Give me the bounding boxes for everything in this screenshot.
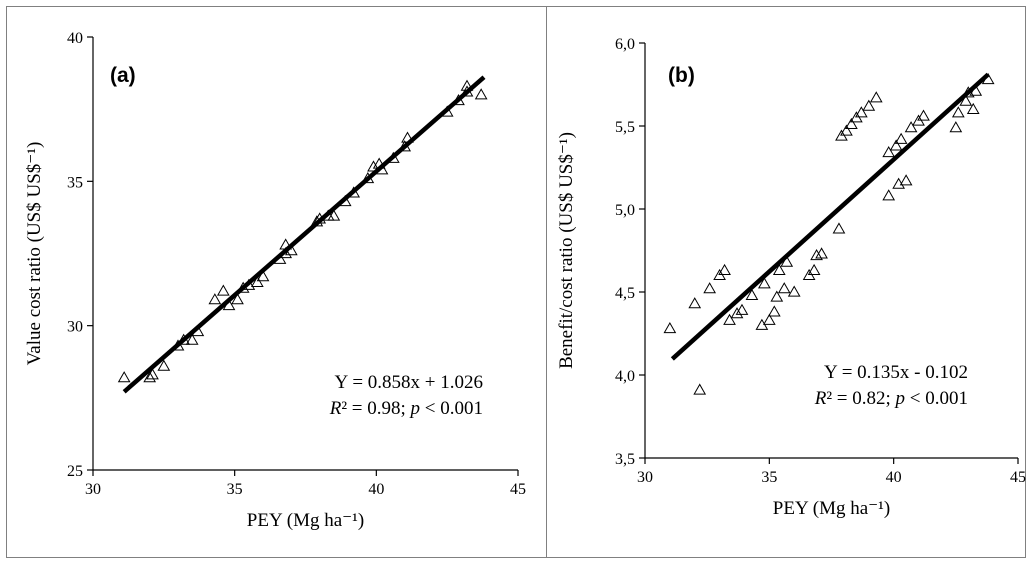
x-tick-label: 45 [1010,469,1026,486]
data-point-triangle [889,139,903,151]
data-point-triangle [157,359,171,371]
x-tick-label: 30 [85,481,101,498]
y-tick-label: 6,0 [615,36,635,53]
y-tick-label: 35 [67,174,83,191]
data-point-triangle [892,177,906,189]
data-point-triangle [663,322,677,334]
data-point-triangle [840,124,853,136]
regression-equation: Y = 0.858x + 1.026 [335,372,483,393]
panel-label: (a) [110,64,136,87]
data-point-triangle [730,307,744,319]
y-tick-label: 25 [67,463,83,480]
panel-b: 30 35 40 45 3,5 4,0 4,5 5,0 5,5 6,0 PEY (Mg ha⁻¹) B… [556,36,1026,519]
y-axis-label: Benefit/cost ratio (US$ US$⁻¹) [556,132,577,369]
figure-frame [6,6,1026,558]
data-point-triangle [787,285,801,297]
data-point-triangle [770,290,784,302]
data-point-triangle [815,247,828,259]
data-point-triangle [862,99,876,111]
data-point-triangle [693,383,707,395]
data-point-triangle [143,371,157,383]
regression-line [122,75,486,394]
y-tick-label: 4,5 [615,285,635,302]
data-point-triangle [869,91,883,103]
data-point-triangle [745,288,759,300]
y-tick-label: 5,5 [615,119,635,136]
y-tick-label: 30 [67,319,83,336]
data-point-triangle [780,255,794,267]
x-tick-label: 40 [886,469,902,486]
data-point-triangle [810,248,823,261]
data-point-triangle [718,263,731,276]
x-tick-label: 45 [510,481,526,498]
x-axis-label: PEY (Mg ha⁻¹) [247,510,364,531]
x-tick-label: 30 [637,469,653,486]
data-point-triangle [231,293,244,305]
data-point-triangle [882,146,896,158]
panel-label: (b) [668,64,695,87]
data-point-triangle [688,297,702,309]
data-point-triangle [949,121,963,133]
data-point-triangle [256,270,270,282]
r-squared-text: R² = 0.82; p < 0.001 [814,388,968,409]
data-point-triangle [703,282,717,294]
data-point-triangle [767,305,781,317]
data-point-triangle [117,371,131,383]
data-point-triangle [772,263,786,276]
data-point-triangle [917,109,930,121]
regression-line [670,72,990,361]
panel-divider [546,6,547,558]
data-point-triangle [777,282,791,294]
data-point-triangle [146,368,159,380]
y-tick-label: 40 [67,30,83,47]
data-point-triangle [474,88,488,100]
regression-equation: Y = 0.135x - 0.102 [824,362,968,383]
data-point-triangle [757,277,771,289]
data-point-triangle [845,117,858,129]
data-point-triangle [899,174,913,186]
data-point-triangle [894,132,908,144]
data-point-triangle [854,106,868,118]
y-tick-label: 3,5 [615,451,635,468]
x-tick-label: 35 [227,481,243,498]
data-point-triangle [735,303,749,315]
data-point-triangle [208,293,222,305]
data-point-triangle [904,121,918,133]
r-squared-text: R² = 0.98; p < 0.001 [329,398,483,419]
y-tick-label: 5,0 [615,202,635,219]
data-point-triangle [216,284,230,296]
data-point-triangle [723,313,736,325]
y-tick-label: 4,0 [615,368,635,385]
x-axis-label: PEY (Mg ha⁻¹) [773,498,890,519]
data-point-triangle [327,209,341,221]
data-point-triangle [807,263,821,276]
data-point-triangle [959,94,973,106]
data-point-triangle [882,189,896,201]
x-tick-label: 40 [368,481,384,498]
data-point-triangle [762,313,776,325]
data-point-triangle [185,333,199,345]
y-axis-label: Value cost ratio (US$ US$⁻¹) [24,142,45,366]
data-point-triangle [966,102,980,115]
data-point-triangle [951,106,965,118]
data-point-triangle [250,275,264,287]
data-point-triangle [832,222,846,234]
x-tick-label: 35 [761,469,777,486]
